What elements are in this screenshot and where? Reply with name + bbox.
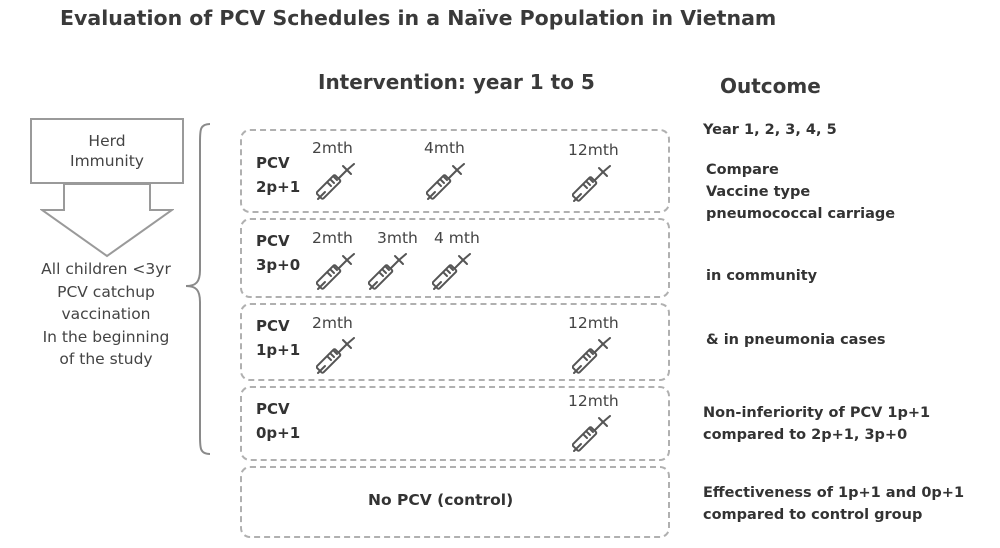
syringe-icon <box>425 163 466 205</box>
outcome-noninferiority-line-1: Non-inferiority of PCV 1p+1 <box>703 405 931 421</box>
schedule-label-line-2: 3p+0 <box>256 256 301 274</box>
schedule-label-2p1: PCV 2p+1 <box>256 151 300 199</box>
dose-label: 3mth <box>377 229 418 247</box>
catchup-line-2: PCV catchup <box>57 282 155 301</box>
syringe-icon <box>315 253 356 295</box>
control-label: No PCV (control) <box>368 491 514 509</box>
dose-label: 2mth <box>312 139 353 157</box>
schedule-label-line-2: 0p+1 <box>256 424 301 442</box>
catchup-line-5: of the study <box>59 350 153 368</box>
schedule-label-line-1: PCV <box>256 400 290 418</box>
outcome-header: Outcome <box>720 74 821 98</box>
schedule-label-0p1: PCV 0p+1 <box>256 397 300 445</box>
schedule-label-3p0: PCV 3p+0 <box>256 229 300 277</box>
dose-label: 4 mth <box>434 229 480 247</box>
dose-label: 2mth <box>312 314 353 332</box>
outcome-compare-line-3: pneumococcal carriage <box>706 206 896 222</box>
syringe-icon <box>315 163 356 205</box>
outcome-noninferiority-line-2: compared to 2p+1, 3p+0 <box>703 427 908 443</box>
schedule-box-0p1 <box>240 386 670 461</box>
outcome-compare: Compare Vaccine type pneumococcal carria… <box>706 159 895 225</box>
catchup-line-1: All children <3yr <box>41 260 171 278</box>
schedule-box-1p1 <box>240 303 670 381</box>
dose-label: 12mth <box>568 392 619 410</box>
outcome-compare-line-1: Compare <box>706 162 779 178</box>
herd-box-line-1: Herd <box>88 131 126 150</box>
outcome-pneumonia: & in pneumonia cases <box>706 332 886 348</box>
catchup-line-3: vaccination <box>61 305 151 323</box>
outcome-effectiveness: Effectiveness of 1p+1 and 0p+1 compared … <box>703 482 964 526</box>
catchup-line-4: In the beginning <box>42 327 170 346</box>
schedule-box-2p1 <box>240 129 670 213</box>
left-brace-icon <box>185 123 211 455</box>
dose-label: 2mth <box>312 229 353 247</box>
schedule-label-line-1: PCV <box>256 232 290 250</box>
schedule-box-3p0 <box>240 218 670 298</box>
outcome-noninferiority: Non-inferiority of PCV 1p+1 compared to … <box>703 402 930 446</box>
herd-immunity-box: Herd Immunity <box>30 118 184 184</box>
down-arrow-icon <box>40 184 174 258</box>
diagram-title: Evaluation of PCV Schedules in a Naïve P… <box>60 6 777 30</box>
herd-box-line-2: Immunity <box>70 152 144 170</box>
dose-label: 12mth <box>568 314 619 332</box>
schedule-label-line-2: 1p+1 <box>256 341 301 359</box>
intervention-header: Intervention: year 1 to 5 <box>318 70 595 94</box>
syringe-icon <box>367 253 408 295</box>
outcome-effectiveness-line-2: compared to control group <box>703 507 923 523</box>
dose-label: 4mth <box>424 139 465 157</box>
syringe-icon <box>315 337 356 379</box>
outcome-effectiveness-line-1: Effectiveness of 1p+1 and 0p+1 <box>703 485 965 501</box>
outcome-years: Year 1, 2, 3, 4, 5 <box>703 122 837 138</box>
syringe-icon <box>571 415 612 457</box>
schedule-label-line-1: PCV <box>256 154 290 172</box>
syringe-icon <box>571 337 612 379</box>
schedule-label-1p1: PCV 1p+1 <box>256 314 300 362</box>
control-box <box>240 466 670 538</box>
schedule-label-line-1: PCV <box>256 317 290 335</box>
schedule-label-line-2: 2p+1 <box>256 178 301 196</box>
syringe-icon <box>431 253 472 295</box>
outcome-compare-line-2: Vaccine type <box>706 184 811 200</box>
catchup-description: All children <3yr PCV catchup vaccinatio… <box>0 258 212 371</box>
dose-label: 12mth <box>568 141 619 159</box>
outcome-community: in community <box>706 268 818 284</box>
syringe-icon <box>571 165 612 207</box>
